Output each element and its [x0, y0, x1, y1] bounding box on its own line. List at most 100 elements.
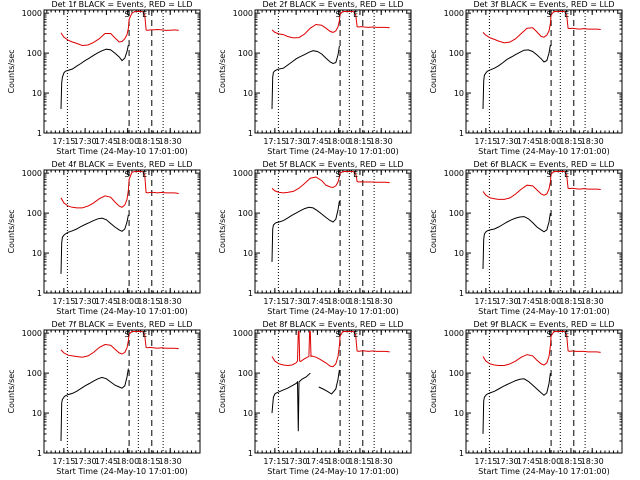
x-axis-label: Start Time (24-May-10 17:01:00): [478, 147, 609, 156]
x-tick-label: 17:30: [496, 137, 519, 146]
marker-label-e: E: [353, 330, 358, 339]
x-tick-label: 18:00: [327, 297, 350, 306]
events-series-line: [482, 373, 551, 434]
y-tick-label: 100: [27, 369, 42, 378]
y-axis-label: Counts/sec: [429, 49, 438, 93]
y-axis-label: Counts/sec: [429, 369, 438, 413]
x-tick-label: 17:30: [285, 457, 308, 466]
x-tick-label: 18:30: [159, 137, 182, 146]
y-axis-label: Counts/sec: [7, 209, 16, 253]
x-tick-label: 17:45: [95, 297, 118, 306]
marker-label-s: S: [335, 330, 340, 339]
y-tick-label: 10: [243, 409, 253, 418]
x-tick-label: 18:15: [559, 297, 582, 306]
y-tick-label: 100: [27, 209, 42, 218]
x-axis-label: Start Time (24-May-10 17:01:00): [267, 147, 398, 156]
marker-label-s: S: [124, 170, 129, 179]
marker-label-e: E: [142, 170, 147, 179]
marker-label-s: S: [546, 10, 551, 19]
events-series-line: [60, 214, 129, 274]
y-tick-label: 100: [27, 49, 42, 58]
y-tick-label: 1000: [22, 329, 42, 338]
x-tick-label: 18:30: [581, 297, 604, 306]
y-tick-label: 100: [238, 369, 253, 378]
y-axis-label: Counts/sec: [7, 49, 16, 93]
x-tick-label: 17:45: [306, 457, 329, 466]
y-tick-label: 100: [449, 49, 464, 58]
y-tick-label: 1000: [444, 329, 464, 338]
lld-series-line: [482, 331, 601, 366]
y-axis-label: Counts/sec: [218, 369, 227, 413]
x-tick-label: 17:30: [74, 457, 97, 466]
chart-title: Det 1f BLACK = Events, RED = LLD: [51, 0, 192, 9]
chart-title: Det 9f BLACK = Events, RED = LLD: [473, 320, 614, 329]
y-tick-label: 10: [243, 89, 253, 98]
y-tick-label: 10: [243, 249, 253, 258]
x-tick-label: 18:00: [538, 457, 561, 466]
plot-frame: [465, 9, 623, 134]
x-tick-label: 18:30: [581, 137, 604, 146]
x-tick-label: 18:00: [116, 137, 139, 146]
marker-label-s: S: [335, 170, 340, 179]
y-tick-label: 1000: [233, 169, 253, 178]
marker-label-s: S: [546, 330, 551, 339]
chart-title: Det 7f BLACK = Events, RED = LLD: [51, 320, 192, 329]
y-tick-label: 1: [459, 449, 464, 458]
plot-frame: [43, 9, 201, 134]
lld-series-line: [271, 331, 390, 368]
y-tick-label: 1: [459, 129, 464, 138]
y-tick-label: 1: [37, 449, 42, 458]
x-tick-label: 18:15: [348, 297, 371, 306]
x-axis-label: Start Time (24-May-10 17:01:00): [478, 467, 609, 476]
chart-panel-4: Det 4f BLACK = Events, RED = LLD 1 10 100 10…: [7, 160, 201, 316]
y-tick-label: 10: [32, 409, 42, 418]
marker-label-e: E: [353, 170, 358, 179]
x-tick-label: 18:30: [581, 457, 604, 466]
lld-series-line: [482, 11, 601, 44]
x-tick-label: 18:00: [116, 457, 139, 466]
y-tick-label: 1000: [233, 329, 253, 338]
x-tick-label: 17:30: [74, 297, 97, 306]
y-tick-label: 1: [37, 129, 42, 138]
y-tick-label: 100: [238, 209, 253, 218]
y-tick-label: 1: [37, 289, 42, 298]
plot-frame: [465, 169, 623, 294]
y-tick-label: 100: [449, 369, 464, 378]
x-axis-label: Start Time (24-May-10 17:01:00): [478, 307, 609, 316]
y-tick-label: 100: [238, 49, 253, 58]
chart-title: Det 6f BLACK = Events, RED = LLD: [473, 160, 614, 169]
events-series-line: [482, 44, 551, 110]
marker-label-s: S: [546, 170, 551, 179]
marker-label-s: S: [335, 10, 340, 19]
chart-title: Det 3f BLACK = Events, RED = LLD: [473, 0, 614, 9]
chart-title: Det 4f BLACK = Events, RED = LLD: [51, 160, 192, 169]
y-tick-label: 1: [248, 129, 253, 138]
lld-series-line: [60, 11, 179, 47]
y-axis-label: Counts/sec: [429, 209, 438, 253]
x-tick-label: 17:15: [474, 457, 497, 466]
chart-title: Det 2f BLACK = Events, RED = LLD: [262, 0, 403, 9]
x-tick-label: 18:15: [559, 137, 582, 146]
y-tick-label: 10: [454, 89, 464, 98]
chart-title: Det 5f BLACK = Events, RED = LLD: [262, 160, 403, 169]
marker-label-s: S: [124, 10, 129, 19]
plot-frame: [254, 169, 412, 294]
x-tick-label: 18:30: [159, 457, 182, 466]
x-tick-label: 17:15: [263, 137, 286, 146]
x-tick-label: 18:15: [559, 457, 582, 466]
x-tick-label: 18:15: [137, 457, 160, 466]
x-tick-label: 18:00: [538, 137, 561, 146]
chart-panel-5: Det 5f BLACK = Events, RED = LLD 1 10 100 10…: [218, 160, 412, 316]
x-tick-label: 18:15: [137, 297, 160, 306]
x-tick-label: 17:45: [517, 457, 540, 466]
x-tick-label: 18:30: [159, 297, 182, 306]
y-tick-label: 1000: [233, 9, 253, 18]
y-tick-label: 1000: [22, 9, 42, 18]
chart-panel-3: Det 3f BLACK = Events, RED = LLD 1 10 100 10…: [429, 0, 623, 156]
x-tick-label: 17:15: [474, 297, 497, 306]
events-series-line: [60, 44, 129, 110]
events-series-line: [60, 368, 129, 442]
x-tick-label: 17:30: [496, 457, 519, 466]
y-tick-label: 10: [454, 249, 464, 258]
x-tick-label: 18:00: [538, 297, 561, 306]
